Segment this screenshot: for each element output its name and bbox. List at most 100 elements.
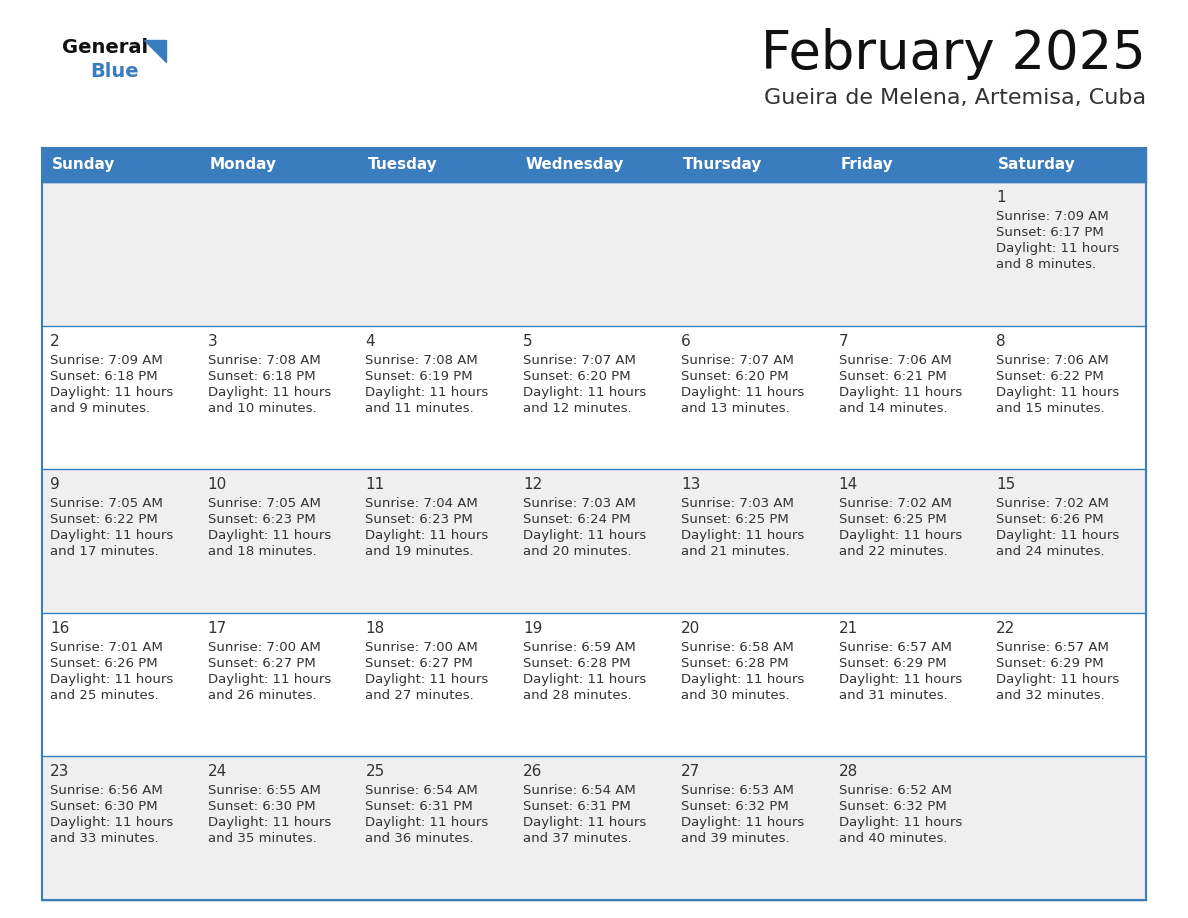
Text: Sunset: 6:25 PM: Sunset: 6:25 PM: [839, 513, 947, 526]
Text: and 24 minutes.: and 24 minutes.: [997, 545, 1105, 558]
Text: Sunrise: 7:00 AM: Sunrise: 7:00 AM: [208, 641, 321, 654]
Text: 6: 6: [681, 333, 690, 349]
Text: 27: 27: [681, 765, 700, 779]
Text: Sunset: 6:26 PM: Sunset: 6:26 PM: [997, 513, 1104, 526]
Text: and 33 minutes.: and 33 minutes.: [50, 833, 159, 845]
Text: Sunrise: 7:04 AM: Sunrise: 7:04 AM: [366, 498, 479, 510]
Text: 8: 8: [997, 333, 1006, 349]
Bar: [42, 182, 1146, 326]
Text: Sunset: 6:17 PM: Sunset: 6:17 PM: [997, 226, 1104, 239]
Text: Sunset: 6:21 PM: Sunset: 6:21 PM: [839, 370, 947, 383]
Text: and 19 minutes.: and 19 minutes.: [366, 545, 474, 558]
Text: Daylight: 11 hours: Daylight: 11 hours: [681, 816, 804, 829]
Text: Sunrise: 7:05 AM: Sunrise: 7:05 AM: [208, 498, 321, 510]
Text: 24: 24: [208, 765, 227, 779]
Text: Sunset: 6:22 PM: Sunset: 6:22 PM: [997, 370, 1104, 383]
Text: Daylight: 11 hours: Daylight: 11 hours: [50, 673, 173, 686]
Text: Sunset: 6:27 PM: Sunset: 6:27 PM: [366, 656, 473, 670]
Text: Daylight: 11 hours: Daylight: 11 hours: [839, 673, 962, 686]
Text: Daylight: 11 hours: Daylight: 11 hours: [366, 673, 488, 686]
Text: and 21 minutes.: and 21 minutes.: [681, 545, 790, 558]
Text: and 25 minutes.: and 25 minutes.: [50, 688, 159, 701]
Text: Daylight: 11 hours: Daylight: 11 hours: [523, 386, 646, 398]
Text: Daylight: 11 hours: Daylight: 11 hours: [208, 673, 331, 686]
Text: Sunrise: 7:03 AM: Sunrise: 7:03 AM: [681, 498, 794, 510]
Text: Sunset: 6:23 PM: Sunset: 6:23 PM: [366, 513, 473, 526]
Text: 18: 18: [366, 621, 385, 636]
Text: and 17 minutes.: and 17 minutes.: [50, 545, 159, 558]
Text: Tuesday: Tuesday: [367, 158, 437, 173]
Text: 16: 16: [50, 621, 69, 636]
Bar: [42, 613, 1146, 756]
Text: Daylight: 11 hours: Daylight: 11 hours: [208, 386, 331, 398]
Text: 5: 5: [523, 333, 532, 349]
Text: Sunrise: 7:02 AM: Sunrise: 7:02 AM: [997, 498, 1110, 510]
Text: Daylight: 11 hours: Daylight: 11 hours: [839, 529, 962, 543]
Text: and 40 minutes.: and 40 minutes.: [839, 833, 947, 845]
Text: Sunrise: 7:07 AM: Sunrise: 7:07 AM: [681, 353, 794, 366]
Text: 19: 19: [523, 621, 543, 636]
Text: and 28 minutes.: and 28 minutes.: [523, 688, 632, 701]
Text: Sunset: 6:18 PM: Sunset: 6:18 PM: [50, 370, 158, 383]
Text: and 18 minutes.: and 18 minutes.: [208, 545, 316, 558]
Bar: [42, 469, 1146, 613]
Text: Sunrise: 6:59 AM: Sunrise: 6:59 AM: [523, 641, 636, 654]
Text: and 35 minutes.: and 35 minutes.: [208, 833, 316, 845]
Text: 12: 12: [523, 477, 543, 492]
Text: Sunset: 6:23 PM: Sunset: 6:23 PM: [208, 513, 316, 526]
Text: Sunrise: 6:57 AM: Sunrise: 6:57 AM: [997, 641, 1110, 654]
Text: Sunset: 6:32 PM: Sunset: 6:32 PM: [681, 800, 789, 813]
Text: Sunset: 6:30 PM: Sunset: 6:30 PM: [208, 800, 315, 813]
Text: Sunrise: 7:06 AM: Sunrise: 7:06 AM: [839, 353, 952, 366]
Text: and 9 minutes.: and 9 minutes.: [50, 401, 150, 415]
Text: Daylight: 11 hours: Daylight: 11 hours: [997, 386, 1119, 398]
Text: Sunrise: 6:54 AM: Sunrise: 6:54 AM: [523, 784, 636, 798]
Text: 17: 17: [208, 621, 227, 636]
Text: Sunrise: 6:57 AM: Sunrise: 6:57 AM: [839, 641, 952, 654]
Text: General: General: [62, 38, 148, 57]
Text: 21: 21: [839, 621, 858, 636]
Text: and 15 minutes.: and 15 minutes.: [997, 401, 1105, 415]
Text: Sunset: 6:24 PM: Sunset: 6:24 PM: [523, 513, 631, 526]
Text: Daylight: 11 hours: Daylight: 11 hours: [681, 673, 804, 686]
Text: Sunset: 6:19 PM: Sunset: 6:19 PM: [366, 370, 473, 383]
Bar: [42, 148, 1146, 900]
Text: Daylight: 11 hours: Daylight: 11 hours: [208, 529, 331, 543]
Text: and 36 minutes.: and 36 minutes.: [366, 833, 474, 845]
Text: and 20 minutes.: and 20 minutes.: [523, 545, 632, 558]
Text: 2: 2: [50, 333, 59, 349]
Text: Friday: Friday: [841, 158, 893, 173]
Text: Sunrise: 7:00 AM: Sunrise: 7:00 AM: [366, 641, 479, 654]
Text: and 30 minutes.: and 30 minutes.: [681, 688, 790, 701]
Text: Sunrise: 6:53 AM: Sunrise: 6:53 AM: [681, 784, 794, 798]
Text: and 12 minutes.: and 12 minutes.: [523, 401, 632, 415]
Text: Daylight: 11 hours: Daylight: 11 hours: [997, 529, 1119, 543]
Text: and 32 minutes.: and 32 minutes.: [997, 688, 1105, 701]
Bar: [42, 326, 1146, 469]
Text: 28: 28: [839, 765, 858, 779]
Text: Sunrise: 7:09 AM: Sunrise: 7:09 AM: [50, 353, 163, 366]
Text: 14: 14: [839, 477, 858, 492]
Text: Daylight: 11 hours: Daylight: 11 hours: [839, 386, 962, 398]
Text: and 27 minutes.: and 27 minutes.: [366, 688, 474, 701]
Text: Sunrise: 6:52 AM: Sunrise: 6:52 AM: [839, 784, 952, 798]
Text: Daylight: 11 hours: Daylight: 11 hours: [366, 386, 488, 398]
Text: 1: 1: [997, 190, 1006, 205]
Text: Blue: Blue: [90, 62, 139, 81]
Text: Sunrise: 7:05 AM: Sunrise: 7:05 AM: [50, 498, 163, 510]
Text: 10: 10: [208, 477, 227, 492]
Text: Sunset: 6:30 PM: Sunset: 6:30 PM: [50, 800, 158, 813]
Polygon shape: [144, 40, 166, 62]
Text: 15: 15: [997, 477, 1016, 492]
Text: Sunrise: 7:08 AM: Sunrise: 7:08 AM: [366, 353, 479, 366]
Text: Sunset: 6:26 PM: Sunset: 6:26 PM: [50, 656, 158, 670]
Text: 9: 9: [50, 477, 59, 492]
Text: Sunset: 6:20 PM: Sunset: 6:20 PM: [681, 370, 789, 383]
Text: Sunset: 6:25 PM: Sunset: 6:25 PM: [681, 513, 789, 526]
Text: and 39 minutes.: and 39 minutes.: [681, 833, 790, 845]
Text: and 11 minutes.: and 11 minutes.: [366, 401, 474, 415]
Text: and 22 minutes.: and 22 minutes.: [839, 545, 947, 558]
Text: Sunrise: 7:06 AM: Sunrise: 7:06 AM: [997, 353, 1110, 366]
Text: 22: 22: [997, 621, 1016, 636]
Text: Daylight: 11 hours: Daylight: 11 hours: [366, 816, 488, 829]
